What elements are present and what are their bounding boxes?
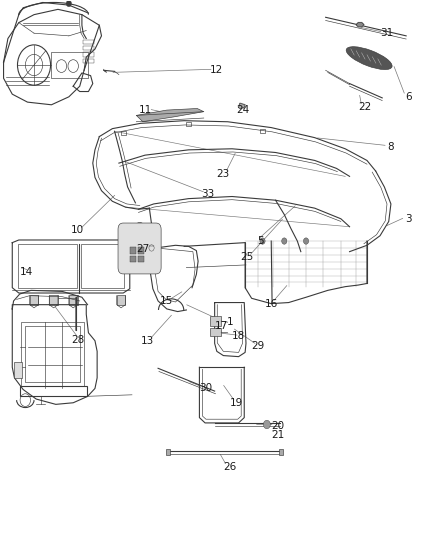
Circle shape <box>260 238 265 244</box>
Text: 23: 23 <box>217 169 230 179</box>
Text: 12: 12 <box>210 66 223 75</box>
Bar <box>14 362 22 378</box>
Bar <box>130 256 136 262</box>
Text: 13: 13 <box>141 336 154 346</box>
Bar <box>260 128 265 133</box>
Bar <box>30 295 39 305</box>
Text: 11: 11 <box>138 105 152 115</box>
Text: 14: 14 <box>20 267 33 277</box>
Circle shape <box>304 238 309 244</box>
FancyBboxPatch shape <box>118 223 161 274</box>
Bar <box>69 295 78 305</box>
Bar <box>210 317 221 326</box>
Polygon shape <box>136 109 204 122</box>
Text: 3: 3 <box>405 214 412 224</box>
Bar <box>49 295 58 305</box>
Polygon shape <box>239 103 245 109</box>
Text: 28: 28 <box>71 335 84 345</box>
Bar <box>51 52 88 78</box>
Circle shape <box>282 238 287 244</box>
Polygon shape <box>356 22 364 27</box>
Bar <box>25 326 80 382</box>
Bar <box>279 449 283 455</box>
Bar <box>83 46 94 50</box>
Bar <box>20 386 87 397</box>
Circle shape <box>263 420 270 429</box>
Text: 25: 25 <box>240 253 254 262</box>
Bar <box>186 122 191 126</box>
Text: 17: 17 <box>215 321 228 331</box>
Bar <box>83 59 94 63</box>
Text: 15: 15 <box>160 296 173 306</box>
Text: 10: 10 <box>71 225 84 236</box>
Text: 6: 6 <box>405 92 412 102</box>
Bar <box>81 244 124 288</box>
Bar <box>18 244 77 288</box>
Bar <box>21 322 84 386</box>
Bar <box>83 52 94 56</box>
Text: 20: 20 <box>271 421 284 431</box>
Text: 5: 5 <box>257 236 264 246</box>
Text: 27: 27 <box>136 244 149 254</box>
Bar <box>166 449 170 455</box>
Bar <box>138 256 144 262</box>
Text: 24: 24 <box>237 105 250 115</box>
Text: 22: 22 <box>358 102 371 112</box>
Text: 16: 16 <box>265 298 278 309</box>
Text: 33: 33 <box>201 189 215 199</box>
Bar <box>120 131 126 135</box>
Bar <box>117 295 125 305</box>
Text: 29: 29 <box>251 341 265 351</box>
Text: 31: 31 <box>380 28 393 38</box>
Bar <box>138 247 144 254</box>
Text: 18: 18 <box>232 332 245 342</box>
Circle shape <box>66 1 71 7</box>
Bar <box>83 39 94 44</box>
Text: 8: 8 <box>388 142 394 152</box>
Text: 30: 30 <box>199 383 212 393</box>
Bar <box>210 328 221 336</box>
Text: 19: 19 <box>230 398 243 408</box>
Text: 26: 26 <box>223 462 237 472</box>
Text: 21: 21 <box>271 430 284 440</box>
Text: 1: 1 <box>226 317 233 327</box>
Bar <box>130 247 136 254</box>
Ellipse shape <box>346 47 392 69</box>
